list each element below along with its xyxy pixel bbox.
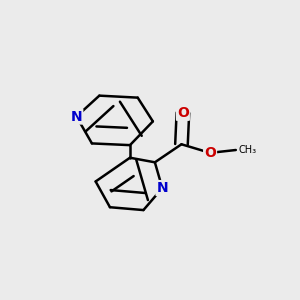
Text: O: O — [204, 146, 216, 160]
Text: N: N — [71, 110, 82, 124]
Text: O: O — [177, 106, 189, 120]
Text: CH₃: CH₃ — [239, 145, 257, 155]
Text: N: N — [157, 181, 168, 195]
